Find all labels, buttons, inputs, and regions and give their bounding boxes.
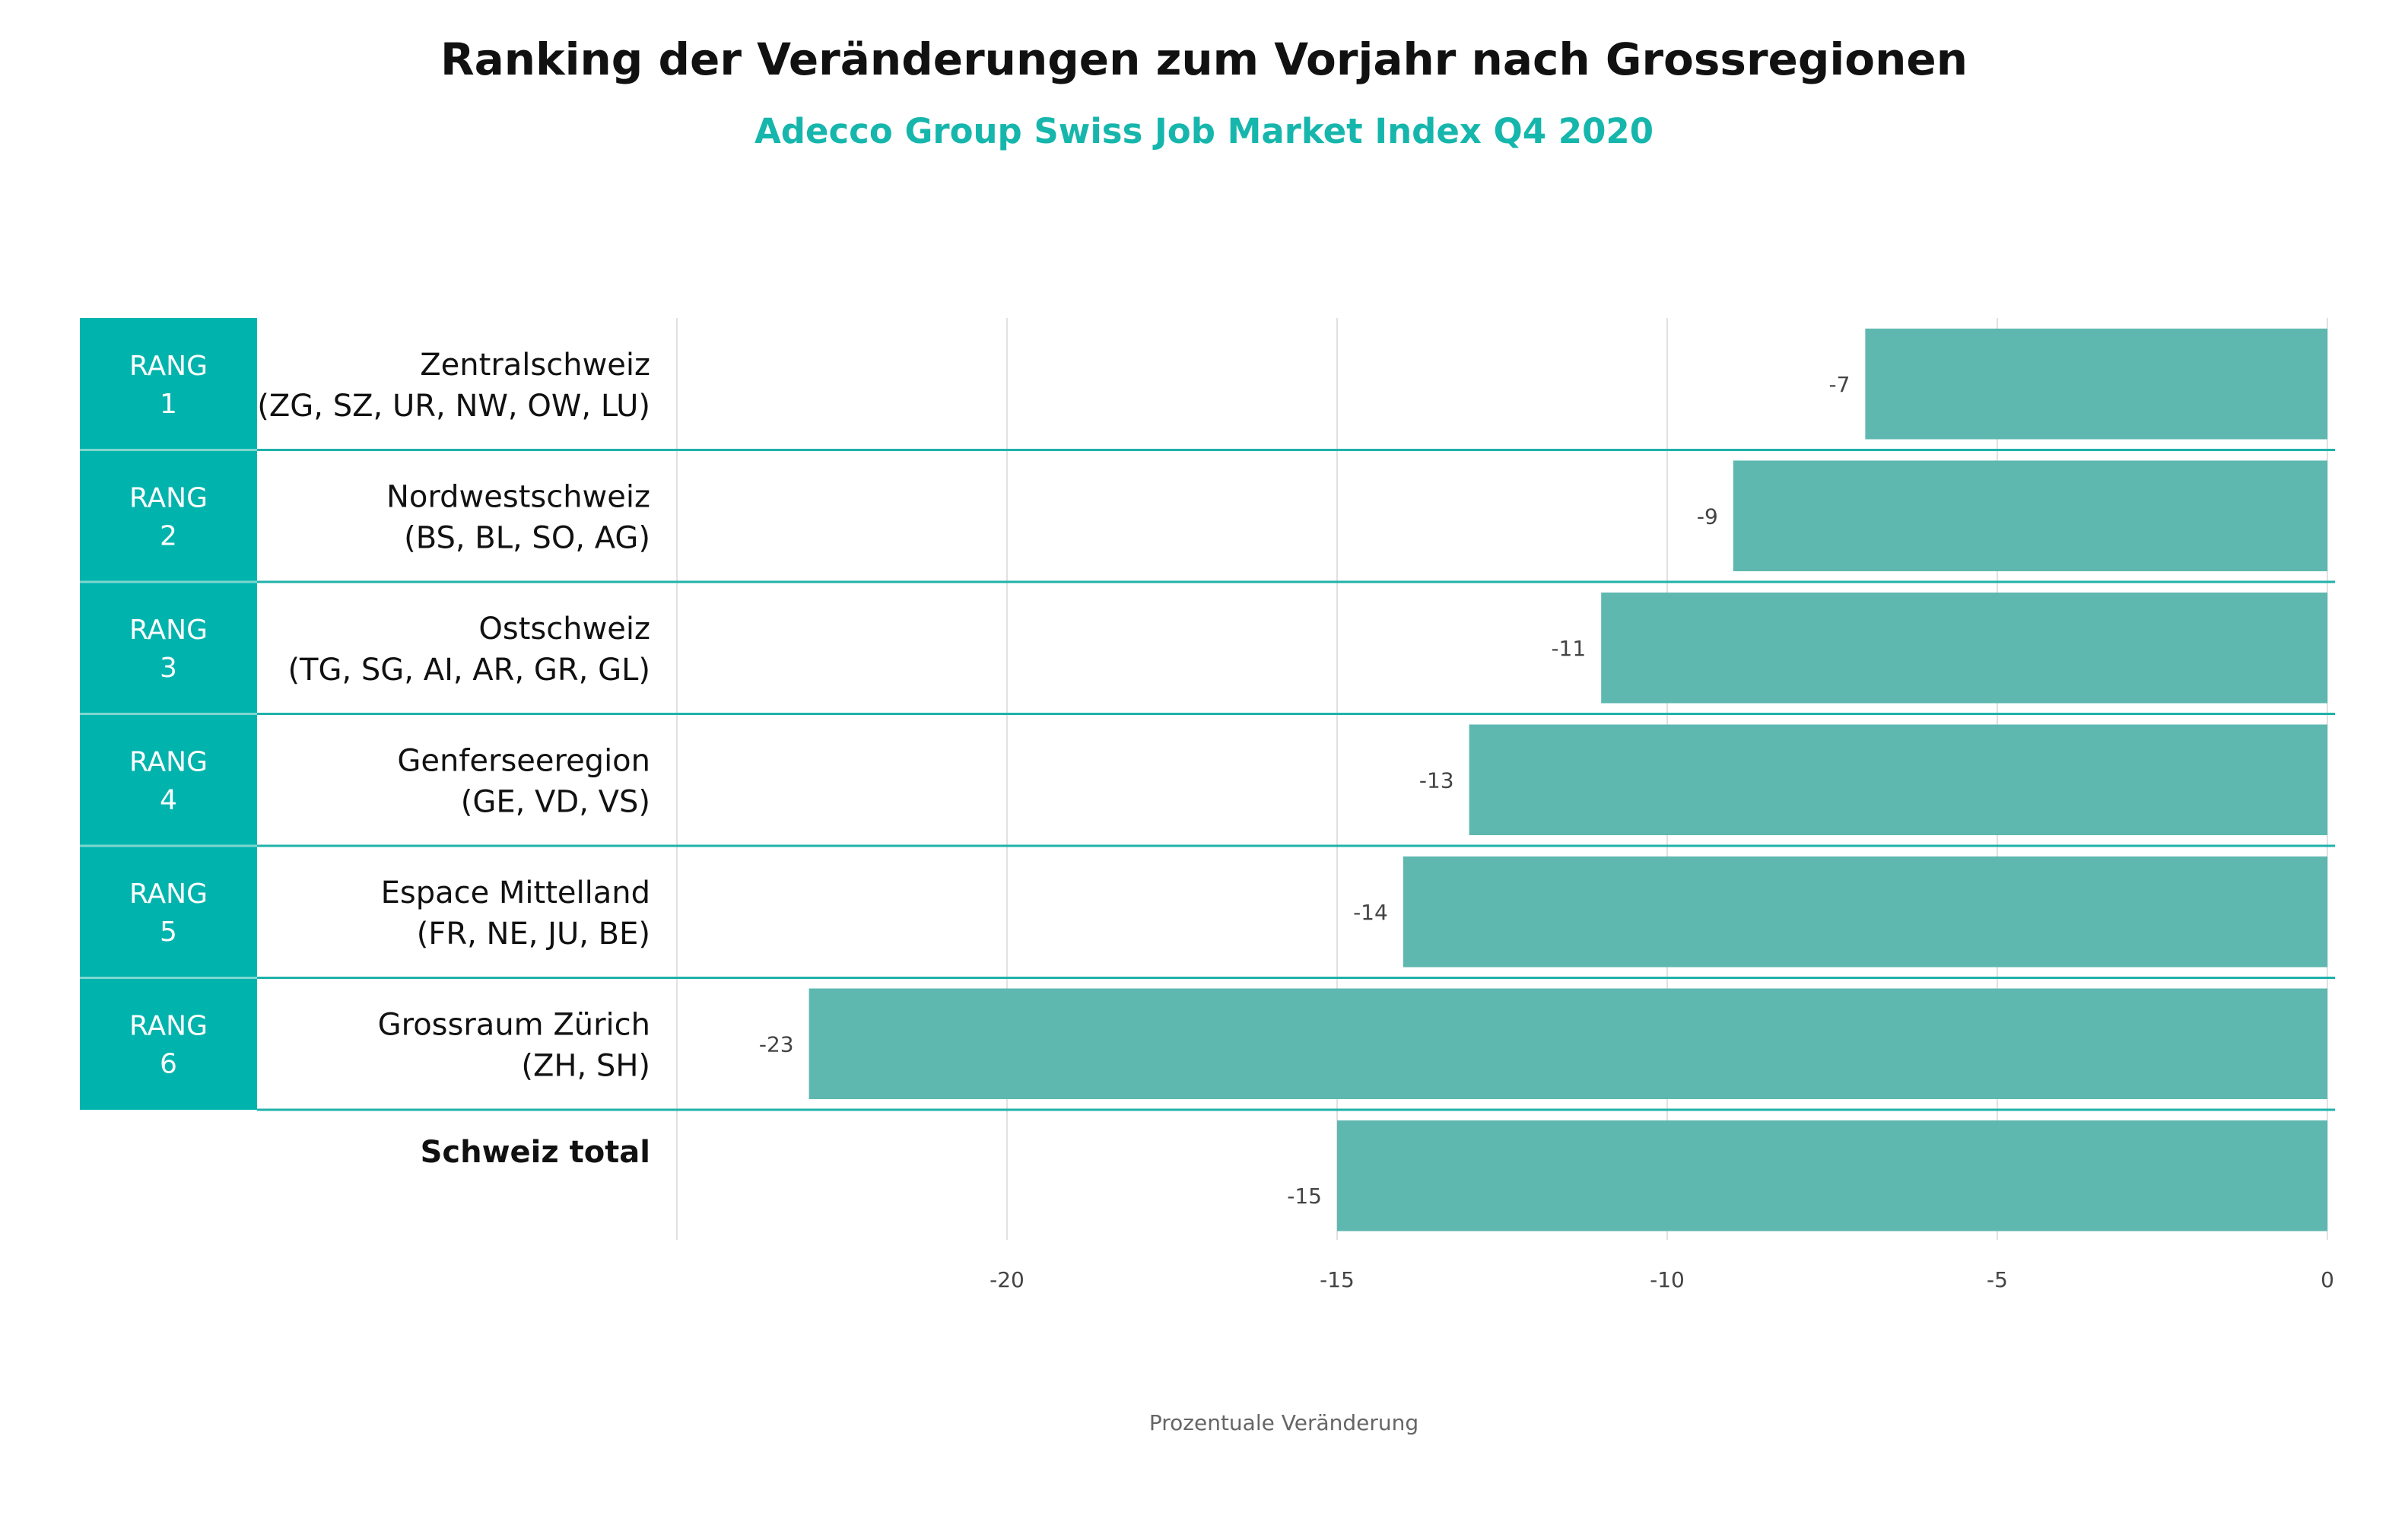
chart-subtitle: Adecco Group Swiss Job Market Index Q4 2… [754,111,1654,151]
bar [808,988,2327,1099]
rank-word: RANG [129,1010,208,1041]
rank-number: 2 [160,520,177,551]
rank-column: RANG 1 RANG 2 RANG 3 RANG 4 RANG 5 RANG 6 [80,318,257,1110]
value-label: -15 [1287,1184,1322,1209]
region-name: Ostschweiz [478,612,650,647]
rank-number: 6 [160,1048,177,1079]
bar [1469,724,2327,835]
region-name: Grossraum Zürich [378,1007,650,1042]
x-tick-label: -5 [1987,1267,2008,1292]
value-label: -14 [1353,900,1388,925]
rank-word: RANG [129,615,208,646]
region-name-total: Schweiz total [421,1135,650,1170]
bar [1865,329,2327,440]
region-codes: (ZH, SH) [521,1048,650,1083]
bar [1733,460,2327,571]
region-codes: (BS, BL, SO, AG) [404,520,650,555]
region-codes: (ZG, SZ, UR, NW, OW, LU) [257,389,650,424]
region-name: Genferseeregion [397,743,650,778]
x-tick-label: 0 [2321,1267,2334,1292]
region-codes: (FR, NE, JU, BE) [417,917,650,952]
row-separators [257,449,2335,1111]
region-codes: (GE, VD, VS) [461,784,650,819]
value-label: -9 [1697,504,1718,529]
value-label: -23 [759,1031,794,1057]
rank-number: 1 [160,389,177,420]
bar [1337,1120,2327,1231]
x-axis-title: Prozentuale Veränderung [1149,1410,1418,1435]
x-tick-label: -15 [1320,1267,1355,1292]
bars: -7 -9 -11 -13 -14 -23 -15 [759,329,2327,1231]
category-labels: Zentralschweiz (ZG, SZ, UR, NW, OW, LU) No… [257,348,650,1170]
region-name: Espace Mittelland [381,875,650,910]
rank-word: RANG [129,351,208,382]
x-axis-ticks: -20 -15 -10 -5 0 [990,1267,2334,1292]
value-label: -7 [1828,372,1850,397]
chart-title: Ranking der Veränderungen zum Vorjahr na… [440,33,1968,85]
x-tick-label: -10 [1650,1267,1685,1292]
value-label: -13 [1419,767,1454,793]
bar [1601,593,2327,704]
x-tick-label: -20 [990,1267,1025,1292]
value-label: -11 [1551,636,1586,661]
rank-word: RANG [129,746,208,777]
rank-number: 3 [160,653,177,684]
bar [1403,856,2327,968]
region-codes: (TG, SG, AI, AR, GR, GL) [287,653,650,688]
rank-number: 5 [160,917,177,948]
rank-number: 4 [160,784,177,815]
rank-word: RANG [129,879,208,910]
rank-word: RANG [129,482,208,513]
region-name: Zentralschweiz [420,348,650,383]
region-name: Nordwestschweiz [386,479,650,514]
